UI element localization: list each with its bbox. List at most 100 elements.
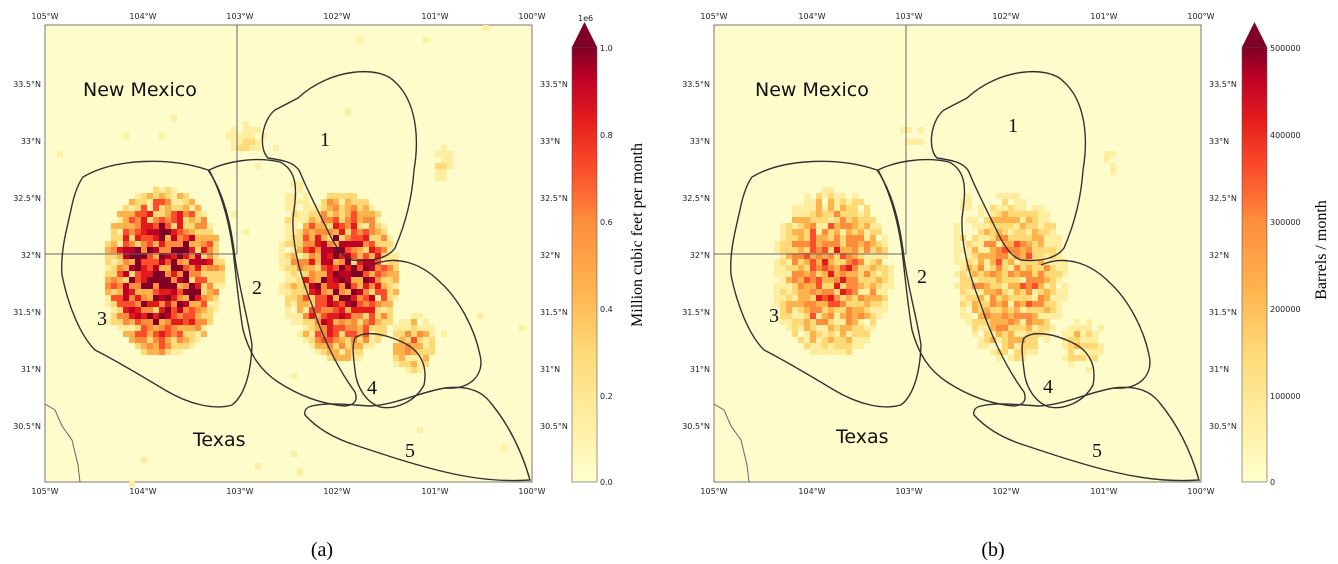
heatmap-cell — [153, 337, 159, 343]
heatmap-cell — [846, 337, 852, 343]
heatmap-cell — [165, 331, 171, 337]
heatmap-cell — [804, 247, 810, 253]
heatmap-cell — [1020, 235, 1026, 241]
heatmap-cell — [141, 325, 147, 331]
heatmap-cell — [1056, 235, 1062, 241]
heatmap-cell — [135, 289, 141, 295]
heatmap-cell — [387, 265, 393, 271]
heatmap-cell — [123, 205, 129, 211]
heatmap-cell — [153, 277, 159, 283]
heatmap-cell — [297, 229, 303, 235]
heatmap-cell — [1092, 343, 1098, 349]
heatmap-cell — [183, 217, 189, 223]
heatmap-cell — [387, 271, 393, 277]
heatmap-cell — [834, 211, 840, 217]
heatmap-cell — [864, 283, 870, 289]
heatmap-cell — [183, 319, 189, 325]
heatmap-cell — [201, 325, 207, 331]
heatmap-cell — [189, 247, 195, 253]
heatmap-cell — [852, 277, 858, 283]
panel-b: 105°W 104°W 103°W 102°W 101°W 100°W 105°… — [682, 12, 1330, 561]
heatmap-cell — [984, 223, 990, 229]
heatmap-cell — [1062, 259, 1068, 265]
heatmap-cell — [1032, 253, 1038, 259]
heatmap-cell — [858, 301, 864, 307]
heatmap-cell — [858, 229, 864, 235]
heatmap-cell — [393, 349, 399, 355]
heatmap-cell — [393, 331, 399, 337]
colorbar-gradient — [1241, 46, 1268, 483]
heatmap-cell — [984, 247, 990, 253]
heatmap-cell — [822, 343, 828, 349]
y-tick-right: 31°N — [1209, 365, 1229, 374]
heatmap-cell — [1044, 313, 1050, 319]
heatmap-cell — [822, 187, 828, 193]
colorbar-tick: 300000 — [1270, 218, 1301, 227]
heatmap-cell — [1050, 265, 1056, 271]
heatmap-cell — [1086, 343, 1092, 349]
heatmap-cell — [321, 313, 327, 319]
heatmap-cell — [195, 211, 201, 217]
heatmap-cell — [399, 355, 405, 361]
heatmap-cell — [159, 277, 165, 283]
heatmap-cell — [297, 283, 303, 289]
heatmap-cell — [1026, 247, 1032, 253]
heatmap-cell — [1032, 247, 1038, 253]
heatmap-cell — [1002, 235, 1008, 241]
heatmap-cell — [135, 223, 141, 229]
heatmap-cell — [177, 199, 183, 205]
heatmap-cell — [978, 247, 984, 253]
heatmap-cell — [207, 307, 213, 313]
colorbar: 1e6 0.0 0.2 0.4 0.6 0.8 1.0 Million cubi… — [571, 14, 646, 487]
heatmap-cell — [375, 211, 381, 217]
heatmap-cell — [870, 247, 876, 253]
heatmap-cell — [159, 241, 165, 247]
heatmap-cell — [309, 319, 315, 325]
heatmap-cell — [1020, 313, 1026, 319]
heatmap-cell — [171, 271, 177, 277]
heatmap-cell — [153, 259, 159, 265]
heatmap-cell — [810, 223, 816, 229]
heatmap-cell — [297, 199, 303, 205]
heatmap-cell — [141, 241, 147, 247]
heatmap-cell — [1038, 271, 1044, 277]
heatmap-cell — [357, 283, 363, 289]
heatmap-cell — [207, 253, 213, 259]
heatmap-cell — [411, 325, 417, 331]
heatmap-cell — [846, 349, 852, 355]
heatmap-cell — [201, 259, 207, 265]
heatmap-cell — [327, 259, 333, 265]
heatmap-cell — [870, 289, 876, 295]
heatmap-cell — [798, 247, 804, 253]
heatmap-cell — [183, 193, 189, 199]
heatmap-cell — [183, 265, 189, 271]
heatmap-cell — [135, 253, 141, 259]
heatmap-cell — [315, 349, 321, 355]
heatmap-cell — [315, 229, 321, 235]
heatmap-cell — [315, 301, 321, 307]
heatmap-cell — [303, 319, 309, 325]
heatmap-cell — [345, 295, 351, 301]
heatmap-cell — [834, 289, 840, 295]
heatmap-cell — [846, 265, 852, 271]
heatmap-cell — [840, 271, 846, 277]
heatmap-cell — [798, 337, 804, 343]
heatmap-cell — [996, 325, 1002, 331]
heatmap-cell — [321, 235, 327, 241]
heatmap-cell — [978, 337, 984, 343]
heatmap-cell — [111, 301, 117, 307]
heatmap-cell — [996, 331, 1002, 337]
heatmap-cell — [792, 289, 798, 295]
heatmap-cell — [153, 313, 159, 319]
heatmap-cell — [990, 271, 996, 277]
y-tick-left: 33°N — [21, 137, 41, 146]
heatmap-cell — [990, 205, 996, 211]
heatmap-cell — [786, 247, 792, 253]
heatmap-cell — [804, 259, 810, 265]
heatmap-cell — [189, 289, 195, 295]
heatmap-cell — [1032, 211, 1038, 217]
heatmap-cell — [165, 217, 171, 223]
heatmap-cell — [1008, 265, 1014, 271]
heatmap-cell — [129, 319, 135, 325]
heatmap-cell — [972, 289, 978, 295]
